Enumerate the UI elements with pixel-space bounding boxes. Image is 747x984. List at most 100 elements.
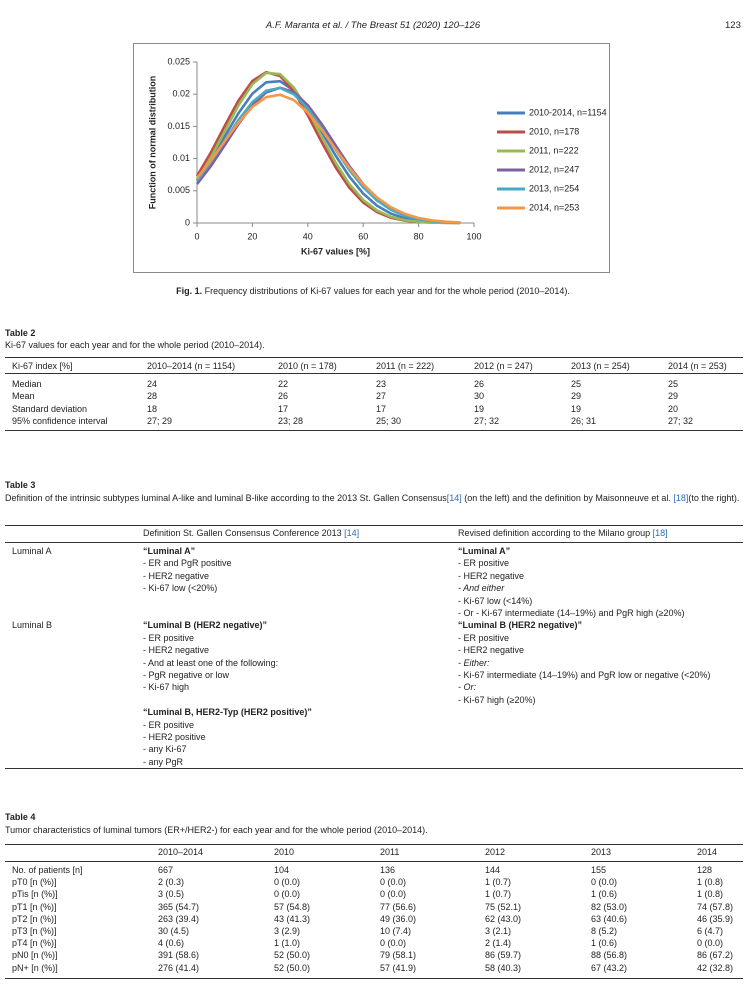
y-tick-label: 0.025 — [167, 56, 190, 66]
y-tick-label: 0.01 — [172, 153, 190, 163]
table-cell: 46 (35.9) — [697, 913, 734, 924]
block-title: “Luminal B, HER2-Typ (HER2 positive)” — [143, 707, 312, 718]
header-part: Revised definition according to the Mila… — [458, 528, 653, 538]
table-cell: pT4 [n (%)] — [12, 938, 57, 949]
table-cell: 276 (41.4) — [158, 962, 200, 973]
table-cell: 18 — [147, 403, 158, 414]
table-caption: Ki-67 values for each year and for the w… — [5, 340, 265, 350]
block-title: “Luminal B (HER2 negative)” — [458, 620, 583, 631]
table-cell: 67 (43.2) — [591, 962, 628, 973]
column-header: 2014 — [697, 847, 718, 857]
table-cell: 29 — [571, 391, 582, 402]
table-cell: 1 (0.7) — [485, 877, 512, 888]
table-cell: Standard deviation — [12, 403, 88, 414]
table-rule — [5, 978, 743, 979]
table-rule — [5, 768, 743, 769]
table-cell: 26; 31 — [571, 415, 597, 426]
block-item: - Ki-67 high (≥20%) — [458, 694, 536, 705]
legend-label: 2012, n=247 — [529, 164, 579, 174]
y-tick-label: 0.005 — [167, 185, 190, 195]
row-label: Luminal A — [12, 546, 52, 556]
block-item: - And at least one of the following: — [143, 657, 279, 668]
table-cell: 3 (2.1) — [485, 926, 512, 936]
x-tick-label: 0 — [194, 231, 199, 241]
block-item: - HER2 negative — [143, 570, 210, 581]
table-cell: 25; 30 — [376, 415, 402, 426]
legend-label: 2013, n=254 — [529, 183, 579, 193]
table-cell: pT0 [n (%)] — [12, 877, 57, 888]
table-cell: 95% confidence interval — [12, 415, 108, 426]
table-cell: Median — [12, 379, 42, 389]
table-cell: 23; 28 — [278, 415, 304, 426]
header-part: Definition St. Gallen Consensus Conferen… — [143, 528, 345, 538]
table-cell: 0 (0.0) — [380, 889, 407, 900]
block-item: - ER positive — [458, 632, 510, 643]
table-cell: 27; 29 — [147, 415, 173, 426]
table-rule — [5, 861, 743, 862]
table-label: Table 2 — [5, 328, 36, 338]
y-tick-label: 0.02 — [172, 89, 190, 99]
table-cell: 24 — [147, 379, 158, 389]
table-cell: No. of patients [n] — [12, 865, 83, 875]
table-cell: 86 (67.2) — [697, 950, 734, 961]
block-item: - HER2 negative — [143, 645, 210, 656]
column-header: 2014 (n = 253) — [668, 361, 727, 371]
table-cell: 144 — [485, 865, 501, 875]
table-cell: 10 (7.4) — [380, 926, 412, 936]
caption-text: Frequency distributions of Ki-67 values … — [204, 286, 570, 296]
x-tick-label: 80 — [414, 231, 424, 241]
x-axis-label: Ki-67 values [%] — [301, 246, 370, 256]
table-cell: pTis [n (%)] — [12, 889, 58, 900]
series-line — [195, 71, 461, 225]
series-line — [195, 93, 461, 224]
column-header: 2011 — [380, 847, 400, 857]
table-cell: 86 (59.7) — [485, 950, 522, 961]
table-cell: 28 — [147, 391, 158, 402]
legend-label: 2010-2014, n=1154 — [529, 107, 607, 117]
table-cell: 26 — [474, 379, 485, 389]
x-tick-label: 40 — [303, 231, 313, 241]
block-item: - any Ki-67 — [143, 744, 187, 755]
block-item: - ER positive — [458, 558, 510, 569]
table-cell: 1 (0.6) — [591, 938, 618, 949]
running-title: A.F. Maranta et al. / The Breast 51 (202… — [265, 20, 481, 31]
table-cell: 0 (0.0) — [591, 877, 618, 888]
table-cell: pT2 [n (%)] — [12, 913, 57, 924]
table-cell: 1 (0.8) — [697, 889, 724, 900]
legend-label: 2014, n=253 — [529, 202, 579, 212]
table-label: Table 4 — [5, 812, 36, 822]
table-rule — [5, 542, 743, 543]
block-item: - Ki-67 low (<14%) — [458, 595, 533, 606]
table-cell: 49 (36.0) — [380, 913, 417, 924]
block-title: “Luminal A” — [143, 546, 196, 556]
block-item: - ER positive — [143, 632, 195, 643]
column-header: Ki-67 index [%] — [12, 361, 73, 371]
table-cell: 391 (58.6) — [158, 950, 200, 961]
table-cell: 63 (40.6) — [591, 913, 628, 924]
table-cell: pN+ [n (%)] — [12, 962, 58, 973]
block-item: - HER2 negative — [458, 570, 525, 581]
header-part: [14] — [344, 528, 360, 538]
caption-part: (to the right). — [688, 493, 740, 503]
table-cell: 27; 32 — [668, 415, 694, 426]
table-cell: 43 (41.3) — [274, 913, 311, 924]
row-label: Luminal B — [12, 620, 53, 631]
table-cell: 136 — [380, 865, 396, 875]
table-cell: 1 (0.8) — [697, 877, 724, 888]
table-cell: 1 (0.6) — [591, 889, 618, 900]
table-cell: 79 (58.1) — [380, 950, 417, 961]
table-cell: 128 — [697, 865, 713, 875]
table-cell: 1 (0.7) — [485, 889, 512, 900]
table-cell: 0 (0.0) — [274, 889, 301, 900]
header-part: [18] — [652, 528, 668, 538]
column-header: 2010–2014 (n = 1154) — [147, 361, 236, 371]
block-title: “Luminal B (HER2 negative)” — [143, 620, 268, 631]
block-item: - Ki-67 high — [143, 682, 190, 693]
legend-label: 2010, n=178 — [529, 126, 579, 136]
table-cell: 8 (5.2) — [591, 926, 618, 936]
x-tick-label: 100 — [466, 231, 481, 241]
table-cell: 17 — [376, 403, 387, 414]
legend-label: 2011, n=222 — [529, 145, 579, 155]
table-cell: 27 — [376, 391, 387, 402]
caption-part: [14] — [446, 493, 462, 503]
